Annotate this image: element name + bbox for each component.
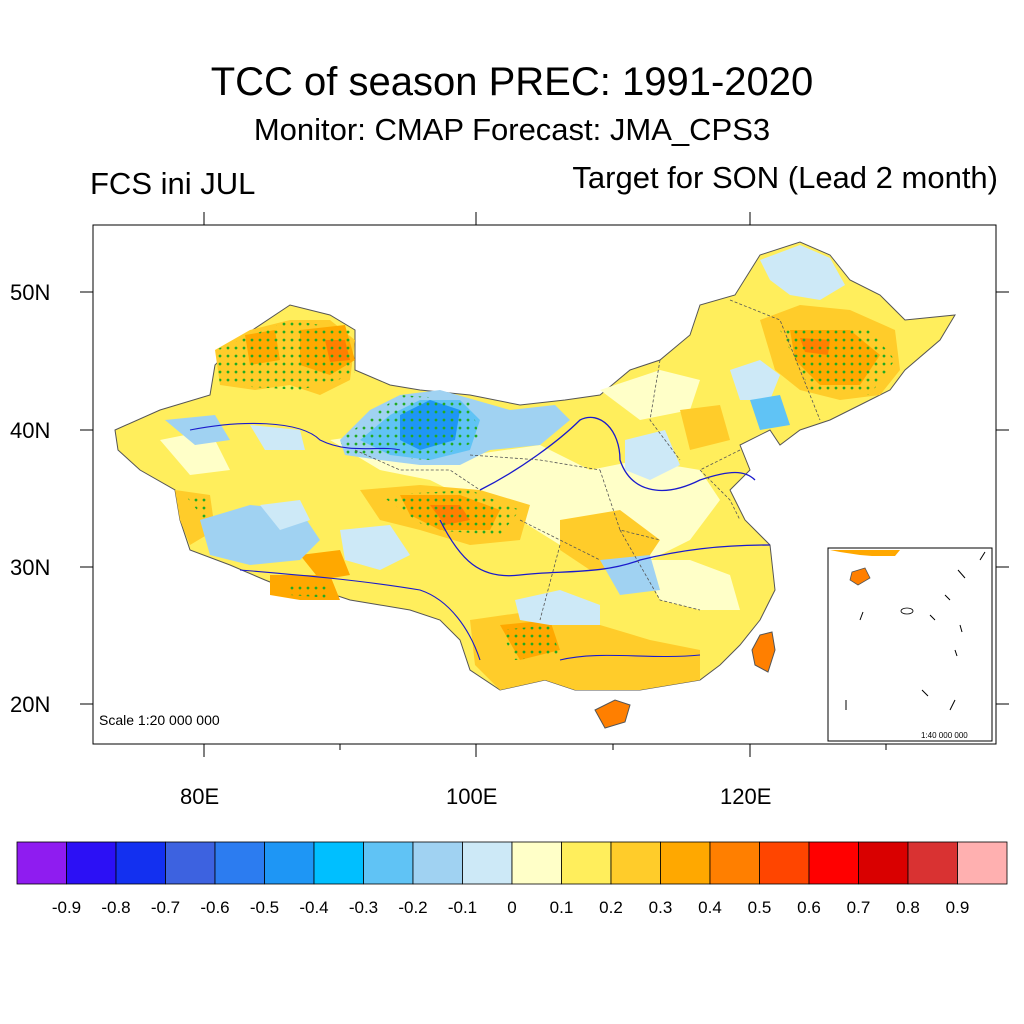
right-label: Target for SON (Lead 2 month) — [572, 160, 998, 195]
colorbar-label: -0.8 — [101, 898, 131, 917]
lon-label-100e: 100E — [446, 784, 498, 809]
tarim-river — [189, 422, 401, 451]
colorbar-swatch — [660, 841, 711, 885]
colorbar-label: 0.4 — [698, 898, 722, 917]
colorbar-swatch — [858, 841, 909, 885]
colorbar-label: 0 — [507, 898, 517, 917]
colorbar-swatch — [115, 841, 166, 885]
colorbar-swatch — [561, 841, 612, 885]
colorbar — [16, 841, 1008, 885]
colorbar-swatch — [610, 841, 661, 885]
colorbar-label: -0.6 — [200, 898, 230, 917]
lon-label-80e: 80E — [180, 784, 220, 809]
southwest-river — [239, 569, 481, 661]
colorbar-label: -0.1 — [447, 898, 478, 917]
colorbar-label: 0.9 — [945, 898, 970, 917]
scale-label: Scale 1:20 000 000 — [99, 712, 220, 728]
colorbar-label: -0.7 — [150, 898, 181, 917]
lat-label-20n: 20N — [10, 692, 51, 717]
colorbar-label: 0.2 — [599, 898, 623, 917]
lat-label-50n: 50N — [10, 280, 51, 305]
colorbar-label: 0.5 — [747, 898, 772, 917]
china-map — [114, 241, 956, 729]
colorbar-swatch — [759, 841, 810, 885]
colorbar-swatch — [808, 841, 859, 885]
inset-map — [827, 547, 993, 742]
colorbar-swatch — [165, 841, 216, 885]
colorbar-swatch — [907, 841, 958, 885]
colorbar-swatch — [412, 841, 463, 885]
colorbar-swatch — [709, 841, 760, 885]
colorbar-swatch — [511, 841, 562, 885]
map-subtitle: Monitor: CMAP Forecast: JMA_CPS3 — [253, 112, 771, 147]
colorbar-swatch — [66, 841, 117, 885]
colorbar-swatch — [16, 841, 67, 885]
lat-label-30n: 30N — [10, 555, 51, 580]
pearl-river — [559, 654, 701, 661]
colorbar-swatch — [462, 841, 513, 885]
colorbar-swatch — [214, 841, 265, 885]
colorbar-label: -0.4 — [299, 898, 329, 917]
yangtze-river — [439, 519, 771, 577]
taiwan-island — [751, 631, 776, 673]
inset-scale-label: 1:40 000 000 — [921, 731, 968, 740]
lat-label-40n: 40N — [10, 418, 51, 443]
lon-label-120e: 120E — [720, 784, 772, 809]
yellow-river — [479, 416, 756, 492]
colorbar-label: 0.6 — [797, 898, 821, 917]
colorbar-label: -0.2 — [398, 898, 428, 917]
map-title: TCC of season PREC: 1991-2020 — [210, 60, 814, 104]
colorbar-swatch — [264, 841, 315, 885]
colorbar-label: -0.9 — [51, 898, 82, 917]
colorbar-label: 0.7 — [846, 898, 871, 917]
colorbar-label: -0.3 — [348, 898, 379, 917]
colorbar-label: 0.8 — [896, 898, 920, 917]
colorbar-label: -0.5 — [249, 898, 280, 917]
colorbar-swatch — [957, 841, 1008, 885]
left-label: FCS ini JUL — [90, 166, 256, 201]
colorbar-swatch — [313, 841, 364, 885]
axis-ticks — [80, 212, 1009, 757]
colorbar-swatch — [363, 841, 414, 885]
colorbar-label: 0.3 — [648, 898, 673, 917]
colorbar-label: 0.1 — [549, 898, 574, 917]
hainan-island — [594, 699, 631, 729]
